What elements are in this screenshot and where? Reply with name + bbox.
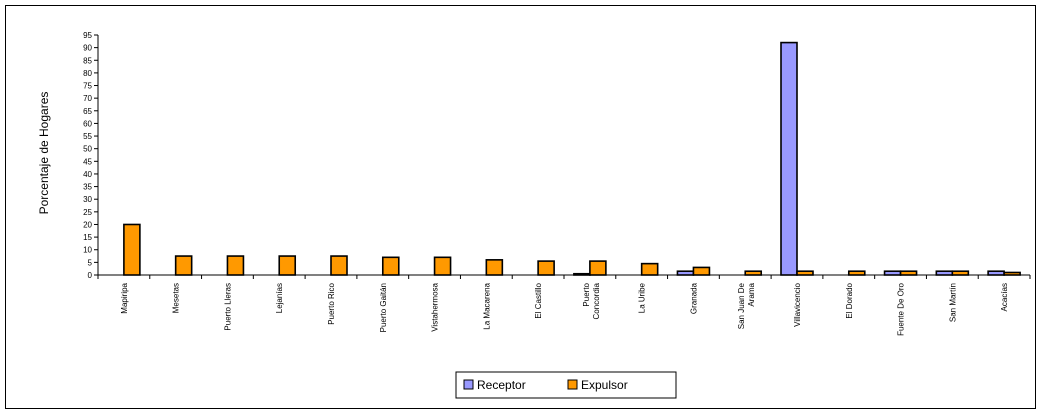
bar-expulsor xyxy=(899,270,918,276)
y-tick-label: 5 xyxy=(88,258,93,267)
x-tick-label: San Juan De Arama xyxy=(737,282,756,329)
x-tick-label: El Dorado xyxy=(845,282,854,318)
x-tick-label-line: Lejanías xyxy=(275,283,284,313)
bar-receptor xyxy=(987,270,1005,276)
bar-receptor xyxy=(883,270,902,276)
chart-frame xyxy=(5,5,1036,409)
x-tick-label-line: San Martín xyxy=(948,283,957,322)
y-tick-label: 60 xyxy=(83,119,92,128)
bar-expulsor xyxy=(1003,271,1021,276)
bars-group xyxy=(123,41,1021,276)
category-labels: Mapiripa Mesetas Puerto Lleras Lejanías Puer… xyxy=(120,282,1009,335)
x-tick-label-line: Arama xyxy=(747,282,756,306)
y-tick-label: 75 xyxy=(83,82,92,91)
y-tick-label: 80 xyxy=(83,69,92,78)
bar-expulsor xyxy=(537,260,555,276)
y-tick-label: 25 xyxy=(83,208,92,217)
x-tick-label: El Castillo xyxy=(534,282,543,318)
bar-expulsor xyxy=(381,256,400,276)
bar-receptor xyxy=(780,41,798,276)
x-tick-label: Puerto Concordia xyxy=(582,282,601,319)
y-axis-title-group: Porcentaje de Hogares xyxy=(37,92,51,215)
bar-expulsor xyxy=(951,270,970,276)
y-tick-label: 45 xyxy=(83,157,92,166)
x-tick-label-line: Mesetas xyxy=(172,283,181,313)
y-tick-label: 65 xyxy=(83,107,92,116)
x-tick-label-line: Puerto xyxy=(582,282,591,306)
x-tick-label: Puerto Lleras xyxy=(223,283,232,331)
x-tick-label-line: San Juan De xyxy=(737,282,746,329)
bar-expulsor xyxy=(692,266,711,276)
legend: Receptor Expulsor xyxy=(455,371,677,399)
bar-receptor xyxy=(676,270,695,276)
bar-expulsor xyxy=(278,255,297,276)
y-tick-label: 95 xyxy=(83,31,92,40)
y-tick-label: 90 xyxy=(83,44,92,53)
x-tick-label: Puerto Rico xyxy=(327,282,336,324)
y-axis: 0 5 10 15 20 25 30 35 40 45 50 55 60 65 70 75 80 85 90 95 xyxy=(83,31,99,280)
x-tick-label: Mesetas xyxy=(172,283,181,313)
legend-swatch xyxy=(567,379,578,390)
x-tick-label: Mapiripa xyxy=(120,282,129,313)
y-tick-label: 85 xyxy=(83,56,92,65)
y-tick-label: 30 xyxy=(83,195,92,204)
x-tick-label-line: Puerto Rico xyxy=(327,282,336,324)
x-tick-label: La Uribe xyxy=(638,282,647,313)
x-tick-label: Villavicencio xyxy=(793,282,802,326)
bar-expulsor xyxy=(226,255,245,276)
y-tick-label: 35 xyxy=(83,183,92,192)
x-tick-label-line: Villavicencio xyxy=(793,282,802,326)
x-tick-label: Puerto Gaitán xyxy=(379,283,388,332)
bar-expulsor xyxy=(744,270,763,276)
x-tick-label-line: Fuente De Oro xyxy=(897,282,906,335)
bar-expulsor xyxy=(330,255,348,276)
bar-expulsor xyxy=(433,256,452,276)
bar-expulsor xyxy=(589,260,607,276)
bar-expulsor xyxy=(847,270,866,276)
y-tick-label: 10 xyxy=(83,246,92,255)
y-tick-label: 55 xyxy=(83,132,92,141)
x-tick-label: Acacías xyxy=(1000,283,1009,311)
x-tick-label: San Martín xyxy=(948,283,957,322)
legend-swatch xyxy=(463,379,474,390)
x-tick-label-line: Concordia xyxy=(592,282,601,319)
x-tick-label: Fuente De Oro xyxy=(897,282,906,335)
y-tick-label: 40 xyxy=(83,170,92,179)
y-tick-label: 0 xyxy=(88,271,93,280)
y-tick-label: 50 xyxy=(83,145,92,154)
x-tick-label: Vistahermosa xyxy=(431,282,440,331)
bar-expulsor xyxy=(485,259,504,276)
x-tick-label-line: Granada xyxy=(689,282,698,314)
x-tick-label-line: El Dorado xyxy=(845,282,854,318)
legend-label: Receptor xyxy=(477,378,526,392)
legend-box xyxy=(455,371,677,399)
x-tick-label-line: Mapiripa xyxy=(120,282,129,313)
x-tick-label: Granada xyxy=(689,282,698,314)
y-tick-label: 15 xyxy=(83,233,92,242)
x-tick-label-line: El Castillo xyxy=(534,282,543,318)
x-tick-label-line: Vistahermosa xyxy=(431,282,440,331)
y-axis-title: Porcentaje de Hogares xyxy=(37,92,51,215)
x-tick-label-line: La Uribe xyxy=(638,282,647,313)
x-tick-label: Lejanías xyxy=(275,283,284,313)
x-tick-label-line: La Macarena xyxy=(482,282,491,329)
bar-expulsor xyxy=(640,262,659,276)
x-tick-label: La Macarena xyxy=(482,282,491,329)
bar-receptor xyxy=(573,272,591,276)
bar-expulsor xyxy=(123,223,141,276)
bar-expulsor xyxy=(796,270,814,276)
x-tick-label-line: Puerto Gaitán xyxy=(379,283,388,332)
x-axis xyxy=(97,274,1031,279)
x-tick-label-line: Acacías xyxy=(1000,283,1009,311)
legend-label: Expulsor xyxy=(581,378,628,392)
y-tick-label: 70 xyxy=(83,94,92,103)
y-tick-label: 20 xyxy=(83,220,92,229)
bar-expulsor xyxy=(174,255,193,276)
x-tick-label-line: Puerto Lleras xyxy=(223,283,232,331)
bar-receptor xyxy=(935,270,954,276)
